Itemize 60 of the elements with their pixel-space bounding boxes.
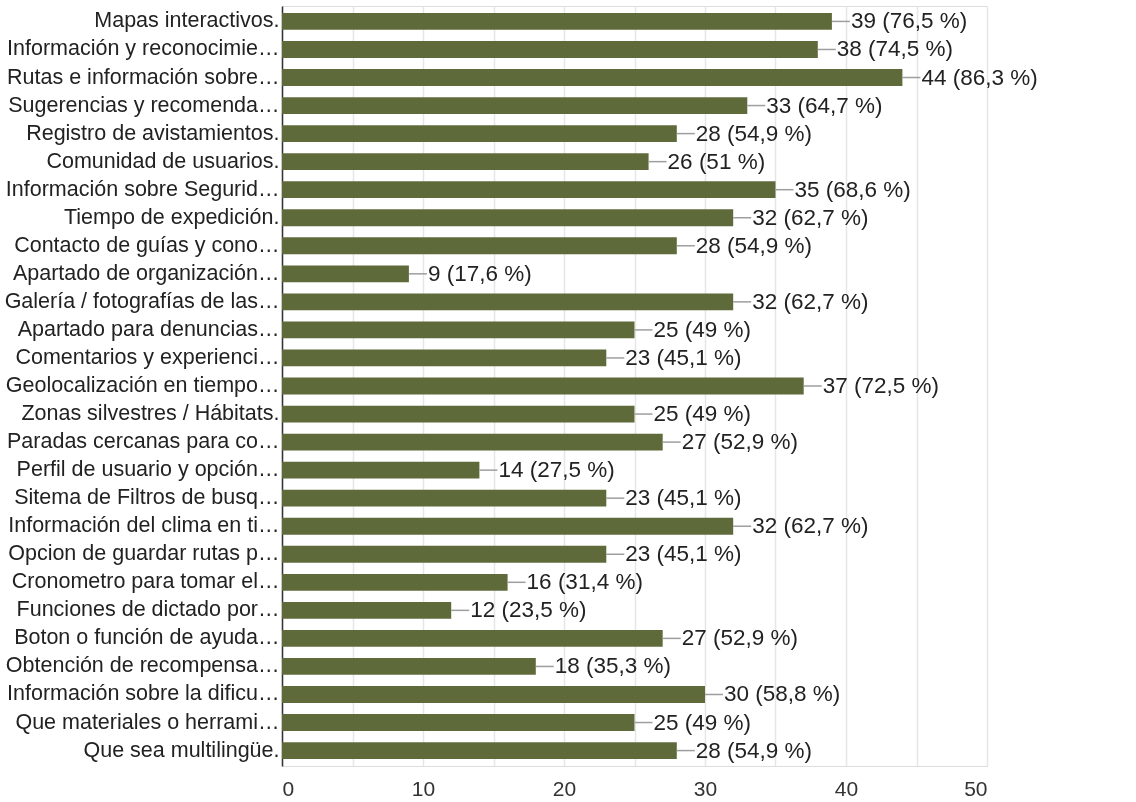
y-tick-label: Cronometro para tomar el… xyxy=(11,569,280,594)
y-tick-label: Comentarios y experienci… xyxy=(15,344,280,369)
y-tick-label: Información sobre Segurid… xyxy=(5,176,280,201)
y-tick-label: Información del clima en ti… xyxy=(8,513,280,538)
data-label: 23 (45,1 %) xyxy=(625,541,742,567)
data-label: 16 (31,4 %) xyxy=(526,569,643,595)
data-label: 28 (54,9 %) xyxy=(695,232,813,258)
y-tick-label: Zonas silvestres / Hábitats. xyxy=(21,401,280,426)
y-tick-label: Mapas interactivos. xyxy=(94,8,280,33)
y-tick-label: Información sobre la dificu… xyxy=(7,681,280,706)
y-tick-label: Geolocalización en tiempo… xyxy=(5,373,280,397)
data-label: 28 (54,9 %) xyxy=(695,737,813,763)
x-tick-label: 20 xyxy=(552,776,577,800)
data-label: 39 (76,5 %) xyxy=(850,8,968,34)
y-tick-label: Sitema de Filtros de busq… xyxy=(14,485,280,510)
y-tick-label: Que sea multilingüe. xyxy=(83,737,280,762)
x-tick-label: 40 xyxy=(834,776,859,800)
data-label: 25 (49 %) xyxy=(653,401,752,427)
data-label: 32 (62,7 %) xyxy=(752,204,869,230)
data-label: 14 (27,5 %) xyxy=(498,457,615,483)
data-label: 32 (62,7 %) xyxy=(752,288,869,314)
y-tick-label: Registro de avistamientos. xyxy=(26,120,280,145)
y-tick-label: Perfil de usuario y opción… xyxy=(16,457,280,482)
data-label: 25 (49 %) xyxy=(653,709,752,735)
data-label: 27 (52,9 %) xyxy=(681,625,799,651)
x-tick-label: 30 xyxy=(693,776,718,800)
data-label: 33 (64,7 %) xyxy=(766,92,883,118)
data-label: 12 (23,5 %) xyxy=(470,597,587,623)
y-tick-label: Obtención de recompensa… xyxy=(5,653,280,678)
data-label: 9 (17,6 %) xyxy=(427,260,532,286)
y-tick-label: Contacto de guías y cono… xyxy=(14,232,280,257)
data-label: 18 (35,3 %) xyxy=(554,653,672,679)
y-tick-label: Opcion de guardar rutas p… xyxy=(8,541,280,566)
y-tick-label: Boton o función de ayuda… xyxy=(14,625,280,650)
y-tick-label: Funciones de dictado por… xyxy=(16,597,280,622)
y-tick-label: Galería / fotografías de las… xyxy=(4,288,280,313)
y-tick-label: Apartado para denuncias… xyxy=(17,316,280,341)
data-label: 44 (86,3 %) xyxy=(921,64,1038,90)
y-tick-label: Información y reconocimie… xyxy=(7,36,280,61)
data-label: 26 (51 %) xyxy=(667,148,766,174)
data-label: 25 (49 %) xyxy=(653,316,752,342)
x-tick-label: 10 xyxy=(411,776,436,800)
y-tick-label: Comunidad de usuarios. xyxy=(46,148,280,173)
y-tick-label: Sugerencias y recomenda… xyxy=(8,92,280,117)
x-tick-label: 50 xyxy=(964,776,988,800)
data-label: 35 (68,6 %) xyxy=(794,176,911,202)
data-label: 30 (58,8 %) xyxy=(724,681,841,707)
data-label: 23 (45,1 %) xyxy=(625,485,742,511)
data-label: 38 (74,5 %) xyxy=(836,36,954,62)
y-tick-label: Que materiales o herrami… xyxy=(15,709,280,734)
y-tick-label: Tiempo de expedición. xyxy=(63,204,280,229)
y-tick-label: Apartado de organización… xyxy=(12,260,280,285)
x-tick-label: 0 xyxy=(282,776,295,800)
data-label: 32 (62,7 %) xyxy=(752,513,869,539)
data-label: 37 (72,5 %) xyxy=(822,373,940,398)
data-label: 27 (52,9 %) xyxy=(681,429,799,455)
data-label: 28 (54,9 %) xyxy=(695,120,813,146)
y-tick-label: Paradas cercanas para co… xyxy=(7,429,280,454)
y-tick-label: Rutas e información sobre… xyxy=(7,64,280,89)
data-label: 23 (45,1 %) xyxy=(625,344,742,370)
